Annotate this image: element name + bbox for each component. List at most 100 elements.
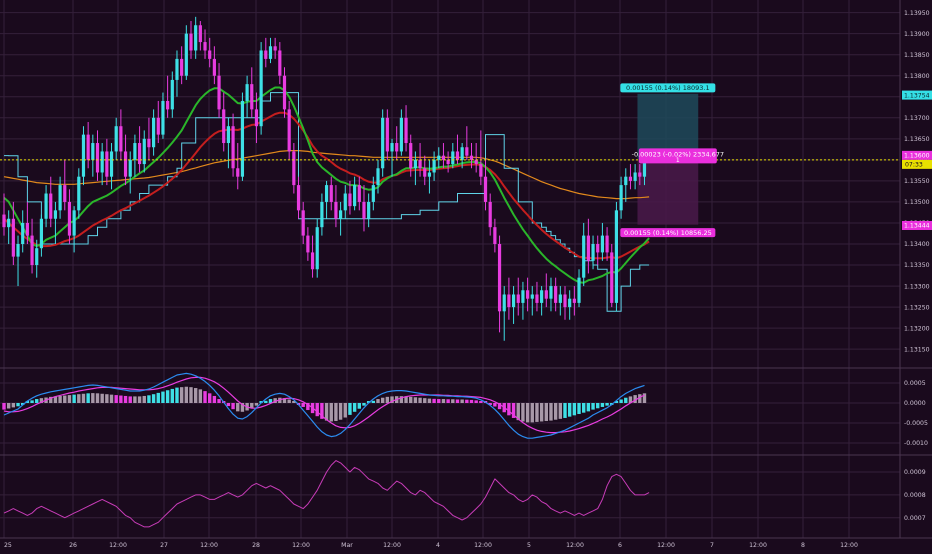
candle-body-58 xyxy=(273,46,277,51)
price-tick-5: 1.13700 xyxy=(904,115,930,122)
time-axis[interactable]: 25 26 12:00 27 12:00 28 12:00 Mar 12:00 4 12:00 5 12… xyxy=(4,542,858,549)
macd-bar-16 xyxy=(77,394,81,403)
macd-bar-68 xyxy=(320,403,324,419)
candle-body-10 xyxy=(49,193,53,219)
candle-body-41 xyxy=(194,25,198,51)
macd-bar-114 xyxy=(535,403,539,422)
candle-body-132 xyxy=(619,185,623,211)
candle-body-79 xyxy=(371,185,375,202)
macd-bar-14 xyxy=(67,395,72,403)
macd-bar-53 xyxy=(250,403,254,409)
candle-body-29 xyxy=(137,143,142,165)
candle-body-21 xyxy=(100,151,104,173)
price-tick-16: 1.13150 xyxy=(904,346,930,353)
candle-body-20 xyxy=(95,143,100,173)
macd-pane[interactable] xyxy=(2,372,647,439)
macd-bar-11 xyxy=(53,396,58,403)
candle-body-15 xyxy=(72,210,76,236)
candle-body-39 xyxy=(184,33,188,76)
macd-bar-25 xyxy=(119,395,123,403)
time-tick-5: 28 xyxy=(252,542,260,549)
candle-body-19 xyxy=(91,143,95,160)
macd-bar-65 xyxy=(306,403,310,411)
macd-bar-54 xyxy=(254,403,259,406)
macd-tick-2: -0.0005 xyxy=(904,420,928,427)
macd-axis[interactable]: 0.0005 0.0000 -0.0005 -0.0010 xyxy=(904,380,928,447)
stop-price-badge-text: 1.13444 xyxy=(904,223,930,230)
macd-bar-136 xyxy=(638,394,642,403)
macd-bar-137 xyxy=(642,393,647,403)
macd-bar-133 xyxy=(624,397,628,403)
candle-body-61 xyxy=(287,109,291,152)
candle-body-62 xyxy=(292,151,296,186)
candle-body-123 xyxy=(577,277,581,303)
price-tick-14: 1.13250 xyxy=(904,304,930,311)
candle-body-17 xyxy=(81,134,86,177)
candle-body-67 xyxy=(315,227,319,270)
candlestick-series xyxy=(2,16,647,341)
oscillator-pane[interactable] xyxy=(3,460,650,528)
macd-bar-99 xyxy=(465,399,469,403)
candle-body-28 xyxy=(133,143,137,160)
macd-bar-36 xyxy=(170,388,174,403)
candle-body-6 xyxy=(30,235,34,266)
candle-body-24 xyxy=(114,126,118,152)
macd-line xyxy=(3,372,645,439)
middle-label-box xyxy=(638,148,717,164)
candle-body-76 xyxy=(357,185,361,202)
candle-body-75 xyxy=(353,185,357,207)
macd-bar-126 xyxy=(591,403,595,410)
macd-bar-33 xyxy=(156,392,160,403)
candle-body-46 xyxy=(217,75,221,110)
candle-body-105 xyxy=(493,227,497,244)
candle-body-96 xyxy=(451,151,455,165)
macd-bar-112 xyxy=(525,403,530,423)
time-tick-10: 12:00 xyxy=(474,542,492,549)
price-tick-8: 1.13550 xyxy=(904,178,930,185)
time-tick-12: 12:00 xyxy=(566,542,584,549)
candle-body-122 xyxy=(572,298,576,303)
macd-bar-118 xyxy=(553,403,558,420)
candle-body-115 xyxy=(540,290,544,303)
candle-body-49 xyxy=(231,126,235,169)
oscillator-line xyxy=(3,460,650,528)
macd-bar-135 xyxy=(633,395,637,403)
macd-bar-40 xyxy=(189,387,193,403)
candle-body-97 xyxy=(455,151,460,160)
loss-label-text: 0.00155 (0.14%) 10856.25 xyxy=(624,229,712,237)
candle-body-120 xyxy=(563,294,567,308)
macd-bar-32 xyxy=(151,394,156,403)
macd-bar-92 xyxy=(432,398,436,403)
trailing-stop-line xyxy=(4,92,650,312)
oscillator-axis[interactable]: 0.0009 0.0008 0.0007 xyxy=(904,469,926,522)
macd-bar-90 xyxy=(423,398,427,403)
osc-tick-1: 0.0008 xyxy=(904,492,926,499)
candle-body-32 xyxy=(152,117,156,148)
loss-zone[interactable] xyxy=(637,159,699,225)
candle-body-23 xyxy=(109,151,114,177)
macd-bar-86 xyxy=(404,396,408,403)
candle-body-44 xyxy=(208,50,212,59)
macd-bar-122 xyxy=(572,403,577,416)
candle-body-90 xyxy=(423,168,427,177)
macd-bar-45 xyxy=(212,395,217,403)
candle-body-3 xyxy=(16,244,20,257)
candle-body-22 xyxy=(105,151,109,177)
macd-bar-44 xyxy=(208,393,212,403)
time-tick-15: 7 xyxy=(710,542,714,549)
macd-bar-43 xyxy=(203,391,207,403)
candle-body-53 xyxy=(250,84,254,110)
macd-bar-28 xyxy=(133,396,137,403)
candle-body-125 xyxy=(586,235,590,261)
target-price-badge-box xyxy=(902,90,932,100)
candle-body-100 xyxy=(469,155,474,160)
candle-body-40 xyxy=(189,33,193,51)
macd-bar-17 xyxy=(81,393,86,403)
candle-body-2 xyxy=(11,218,15,257)
candle-body-84 xyxy=(395,143,399,152)
macd-bar-37 xyxy=(175,387,179,403)
macd-bar-106 xyxy=(497,403,502,410)
candle-body-88 xyxy=(413,159,417,169)
